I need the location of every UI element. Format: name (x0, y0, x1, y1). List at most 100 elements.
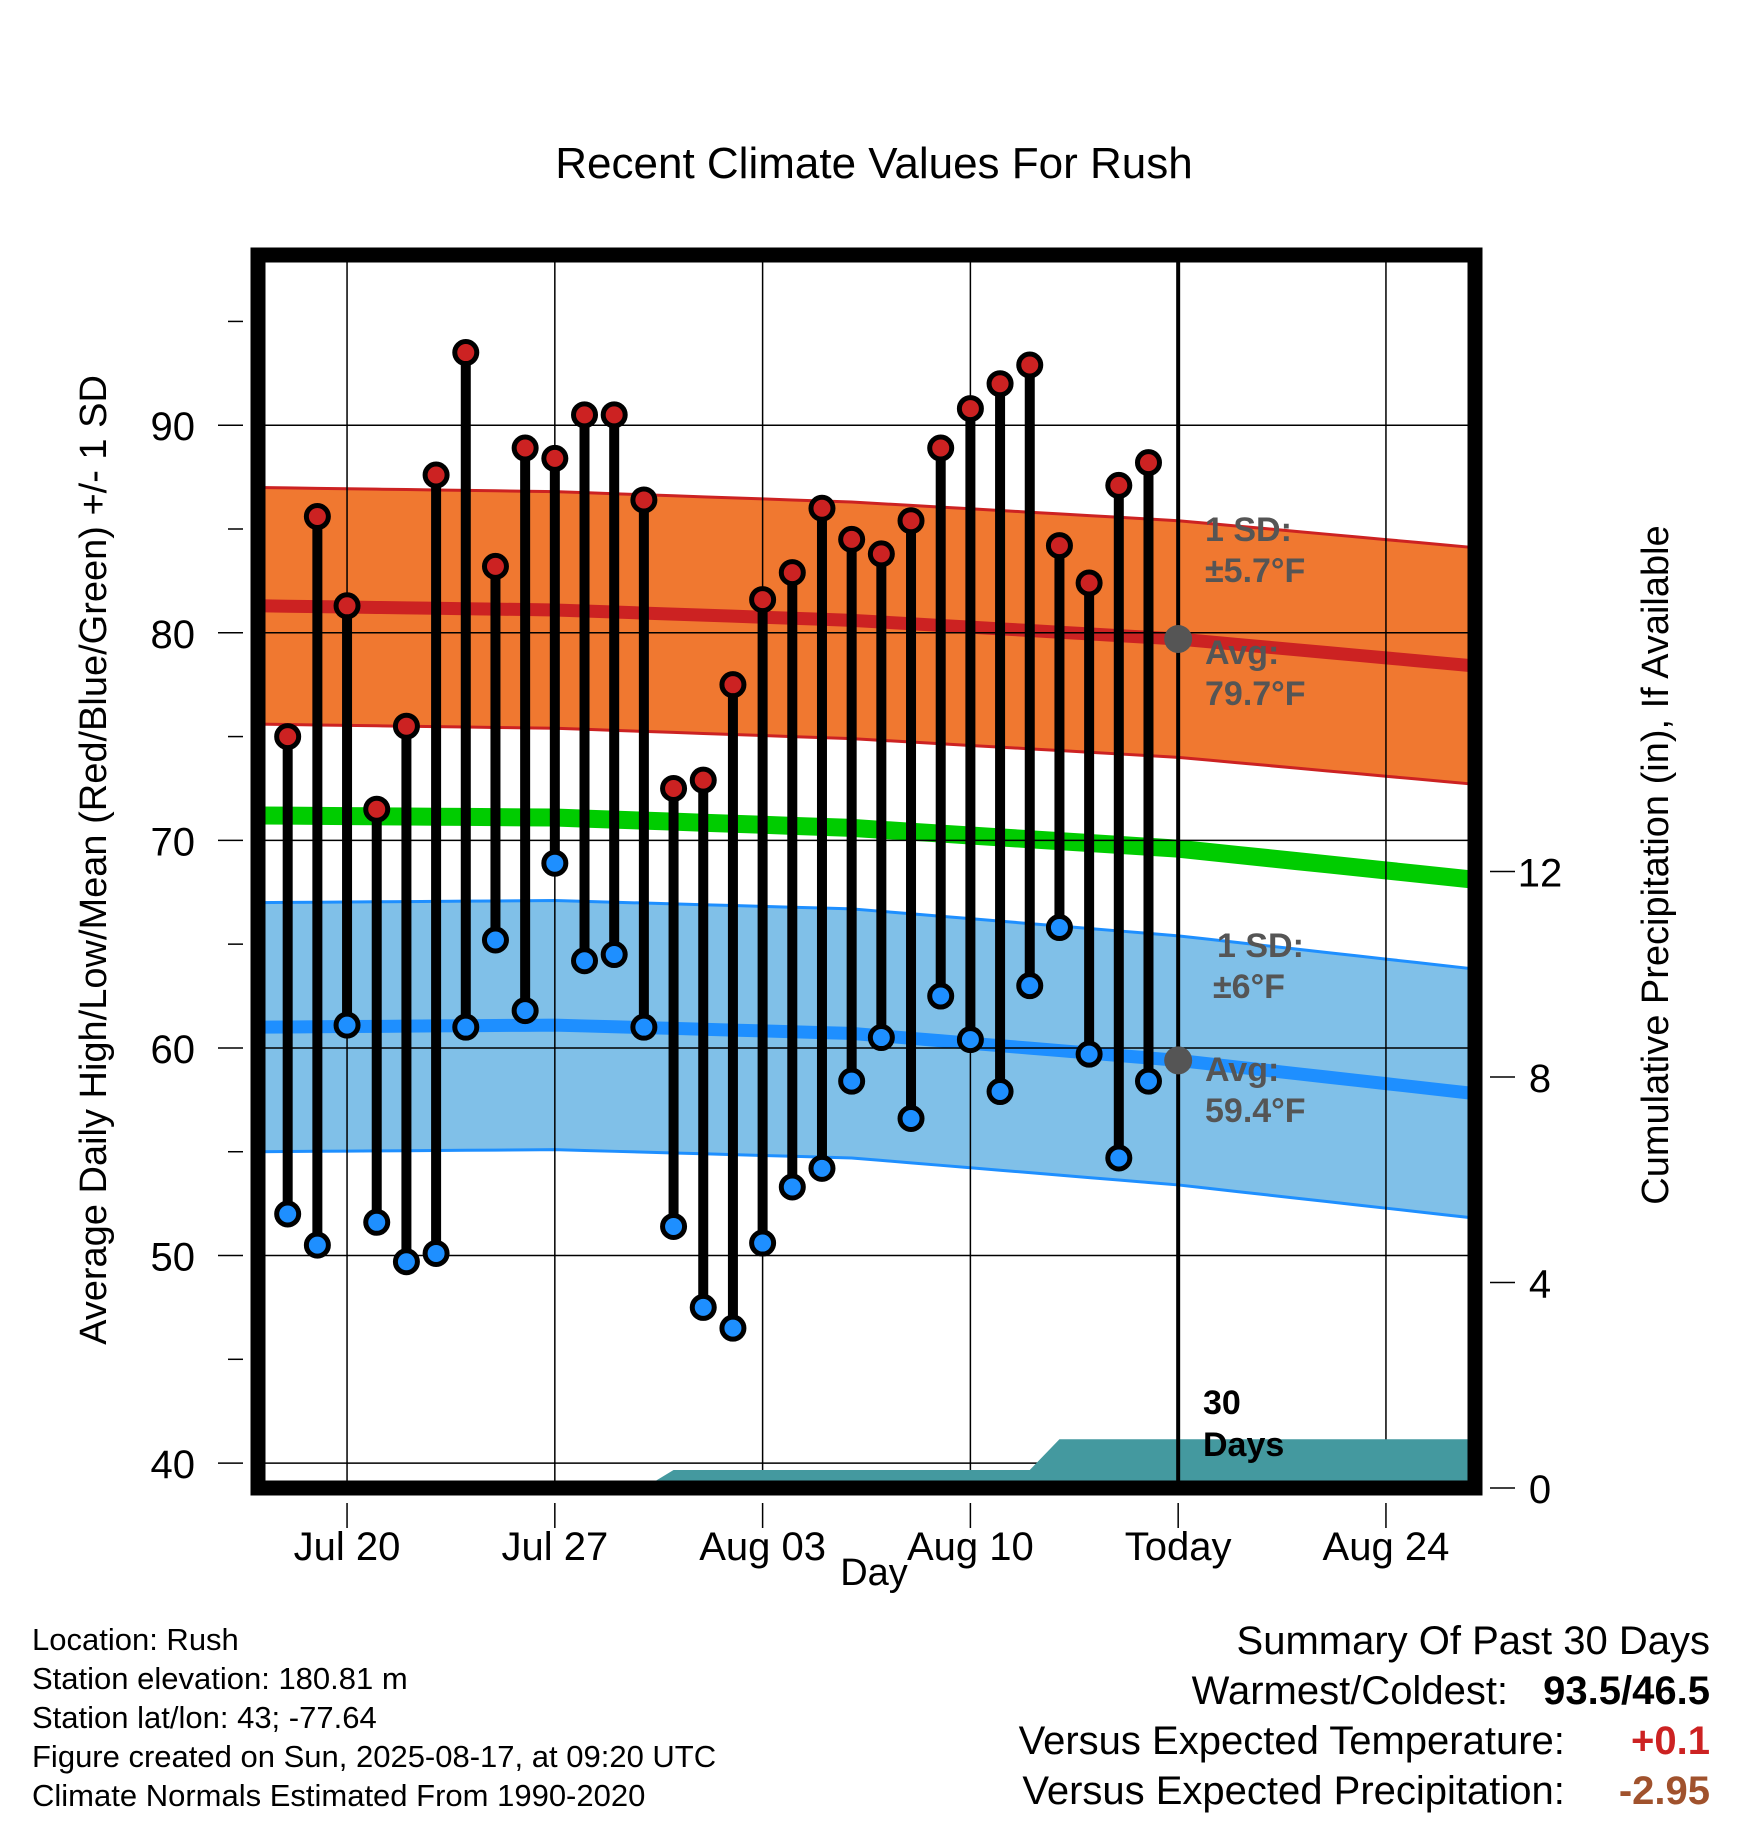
high-point (333, 592, 361, 620)
warmest-value: 93.5/46.5 (1543, 1669, 1710, 1713)
low-point (630, 1013, 658, 1041)
summary-precip-row: Versus Expected Precipitation: -2.95 (1019, 1766, 1710, 1816)
high-point (778, 559, 806, 587)
high-point (719, 671, 747, 699)
normal-high-band (258, 487, 1475, 785)
high-point (511, 434, 539, 462)
today-high-avg-dot (1164, 625, 1193, 654)
low-point (422, 1239, 450, 1267)
x-tick-label: Aug 10 (907, 1525, 1034, 1569)
high-point (571, 401, 599, 429)
summary-temp-row: Versus Expected Temperature: +0.1 (1019, 1716, 1710, 1766)
precip-area (258, 1439, 1475, 1488)
x-tick-label: Jul 27 (501, 1525, 608, 1569)
axes: 40 50 60 70 80 90 0 4 8 12 Jul 20 Jul 27 Aug 03 Aug 1… (151, 247, 1563, 1569)
low-point (571, 947, 599, 975)
high-point (808, 494, 836, 522)
high-point (1134, 449, 1162, 477)
y-tick-label: 60 (151, 1028, 196, 1072)
low-point (1105, 1144, 1133, 1172)
y2-tick-label: 0 (1529, 1468, 1551, 1512)
high-point (481, 552, 509, 580)
high-point (1075, 569, 1103, 597)
high-point (600, 401, 628, 429)
y2-tick-label: 4 (1529, 1263, 1551, 1307)
station-latlon: Station lat/lon: 43; -77.64 (32, 1700, 377, 1735)
low-point (719, 1314, 747, 1342)
high-point (541, 444, 569, 472)
low-point (956, 1026, 984, 1054)
low-sd-value: ±6°F (1213, 968, 1285, 1006)
x-tick-label: Jul 20 (294, 1525, 401, 1569)
low-point (511, 997, 539, 1025)
warmest-label: Warmest/Coldest: (1191, 1669, 1509, 1713)
high-point (867, 540, 895, 568)
y-axis-label: Average Daily High/Low/Mean (Red/Blue/Gr… (73, 375, 115, 1345)
station-info: Location: Rush Station elevation: 180.81… (32, 1620, 716, 1815)
summary-panel: Summary Of Past 30 Days Warmest/Coldest:… (1019, 1616, 1710, 1816)
low-point (867, 1024, 895, 1052)
high-point (1016, 351, 1044, 379)
low-point (1075, 1040, 1103, 1068)
low-point (363, 1208, 391, 1236)
station-location: Location: Rush (32, 1622, 239, 1657)
normal-bands (257, 485, 1476, 1220)
low-sd-label: 1 SD: (1217, 927, 1304, 965)
low-point (778, 1173, 806, 1201)
daily-marks (274, 255, 1193, 1488)
low-avg-value: 59.4°F (1205, 1092, 1306, 1130)
low-point (1134, 1067, 1162, 1095)
y-tick-label: 50 (151, 1236, 196, 1280)
annotations: 1 SD: ±5.7°F Avg: 79.7°F 1 SD: ±6°F Avg:… (1203, 511, 1306, 1464)
precip-value: -2.95 (1618, 1769, 1710, 1813)
low-point (927, 982, 955, 1010)
low-point (749, 1229, 777, 1257)
precip-fill (258, 1439, 1475, 1488)
station-elevation: Station elevation: 180.81 m (32, 1661, 408, 1696)
y2-tick-label: 12 (1518, 852, 1563, 896)
low-point (452, 1013, 480, 1041)
plot-frame (250, 247, 1483, 1496)
low-point (660, 1212, 688, 1240)
high-point (689, 766, 717, 794)
low-point (808, 1154, 836, 1182)
low-point (897, 1105, 925, 1133)
low-point (1045, 914, 1073, 942)
x-tick-label: Today (1125, 1525, 1232, 1569)
high-point (897, 507, 925, 535)
high-point (1045, 532, 1073, 560)
summary-title: Summary Of Past 30 Days (1236, 1619, 1710, 1663)
precip-label: Versus Expected Precipitation: (1022, 1769, 1565, 1813)
figure-created: Figure created on Sun, 2025-08-17, at 09… (32, 1739, 717, 1774)
high-sd-value: ±5.7°F (1205, 552, 1305, 590)
y2-axis-label: Cumulative Precipitation (in), If Availa… (1635, 525, 1677, 1204)
low-point (392, 1248, 420, 1276)
low-point (986, 1078, 1014, 1106)
low-point (274, 1200, 302, 1228)
low-point (333, 1011, 361, 1039)
high-point (956, 395, 984, 423)
low-point (303, 1231, 331, 1259)
low-point (689, 1293, 717, 1321)
high-point (927, 434, 955, 462)
low-avg-label: Avg: (1205, 1051, 1279, 1089)
high-point (986, 370, 1014, 398)
temp-label: Versus Expected Temperature: (1018, 1719, 1565, 1763)
high-point (274, 723, 302, 751)
high-point (838, 525, 866, 553)
y-tick-label: 70 (151, 820, 196, 864)
x-tick-label: Aug 03 (699, 1525, 826, 1569)
high-avg-label: Avg: (1205, 634, 1279, 672)
high-point (303, 503, 331, 531)
days-count-label: 30 (1203, 1384, 1241, 1422)
low-point (541, 849, 569, 877)
high-point (392, 712, 420, 740)
high-point (363, 795, 391, 823)
high-point (1105, 471, 1133, 499)
high-point (660, 774, 688, 802)
y-tick-label: 40 (151, 1443, 196, 1487)
x-tick-label: Aug 24 (1323, 1525, 1450, 1569)
y-tick-label: 80 (151, 613, 196, 657)
normals-period: Climate Normals Estimated From 1990-2020 (32, 1778, 646, 1813)
x-axis-label: Day (840, 1552, 908, 1594)
